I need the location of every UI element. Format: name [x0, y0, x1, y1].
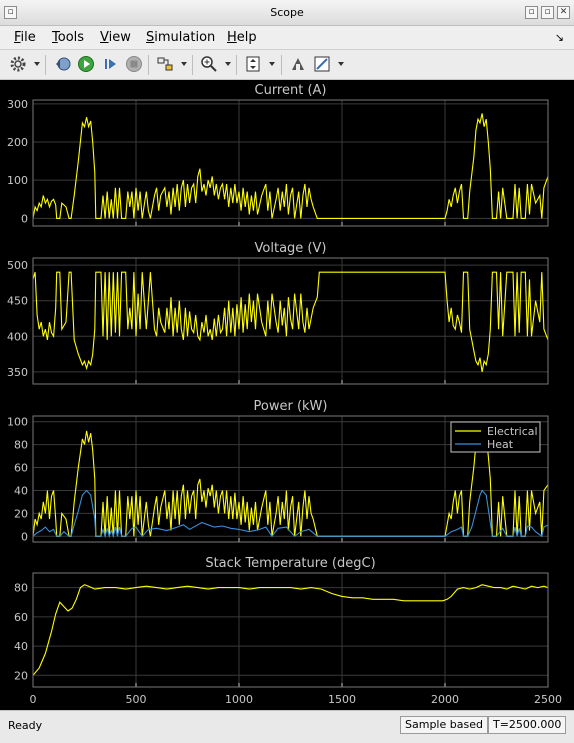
temperature-xtick-label: 0: [30, 693, 37, 706]
window-title: Scope: [270, 6, 304, 19]
voltage-axes-frame: [32, 257, 549, 385]
restore-icon[interactable]: [53, 54, 73, 74]
run-icon[interactable]: [76, 54, 96, 74]
current-series-line: [32, 113, 549, 219]
temperature-xtick-label: 500: [126, 693, 147, 706]
voltage-series-line: [32, 271, 549, 373]
status-ready: Ready: [8, 719, 43, 732]
power-series-heat: [32, 489, 549, 539]
temperature-series-line: [32, 584, 549, 676]
menu-bar: File Tools View Simulation Help ↘: [0, 26, 574, 50]
power-ytick-label: 80: [14, 439, 28, 452]
autoscale-dropdown-icon[interactable]: [269, 62, 275, 66]
power-ytick-label: 40: [14, 484, 28, 497]
voltage-ytick-label: 500: [7, 259, 28, 272]
title-bar: Scope ▫ ▫ ▫ ✕: [0, 0, 574, 26]
minimize-icon[interactable]: ▫: [525, 6, 538, 19]
menu-file[interactable]: File: [14, 30, 36, 45]
current-plot-title: Current (A): [255, 83, 327, 98]
step-forward-icon[interactable]: [101, 54, 121, 74]
undock-icon[interactable]: ↘: [554, 31, 564, 44]
settings-icon[interactable]: [8, 54, 28, 74]
stop-icon[interactable]: [124, 54, 144, 74]
close-icon[interactable]: ✕: [557, 6, 570, 19]
voltage-ytick-label: 400: [7, 330, 28, 343]
temperature-ytick-label: 60: [14, 611, 28, 624]
current-ytick-label: 200: [7, 136, 28, 149]
power-ytick-label: 100: [7, 416, 28, 429]
voltage-ytick-label: 450: [7, 295, 28, 308]
temperature-xtick-label: 1500: [328, 693, 356, 706]
settings-dropdown-icon[interactable]: [34, 62, 40, 66]
status-bar: Ready Sample based T=2500.000: [0, 710, 574, 743]
power-plot-title: Power (kW): [254, 399, 328, 414]
current-ytick-label: 0: [21, 212, 28, 225]
temperature-ytick-label: 80: [14, 582, 28, 595]
current-ytick-label: 300: [7, 98, 28, 111]
temperature-ytick-label: 20: [14, 669, 28, 682]
power-ytick-label: 60: [14, 462, 28, 475]
power-legend: [450, 421, 541, 453]
toolbar: [0, 50, 574, 80]
voltage-ytick-label: 350: [7, 366, 28, 379]
simulation-time: T=2500.000: [488, 716, 566, 734]
maximize-icon[interactable]: ▫: [541, 6, 554, 19]
menu-tools[interactable]: Tools: [52, 30, 85, 45]
layout-icon[interactable]: [312, 54, 332, 74]
current-axes-frame: [32, 99, 549, 227]
zoom-icon[interactable]: [199, 54, 219, 74]
voltage-plot-title: Voltage (V): [255, 241, 327, 256]
layout-dropdown-icon[interactable]: [338, 62, 344, 66]
power-ytick-label: 20: [14, 507, 28, 520]
temperature-axes-frame: [32, 572, 549, 688]
legend-label-heat: Heat: [487, 438, 514, 451]
power-axes-frame: [32, 415, 549, 543]
power-ytick-label: 0: [21, 530, 28, 543]
menu-help[interactable]: Help: [227, 30, 257, 45]
temperature-ytick-label: 40: [14, 640, 28, 653]
sample-mode: Sample based: [400, 716, 488, 734]
temperature-xtick-label: 2000: [431, 693, 459, 706]
menu-view[interactable]: View: [100, 30, 131, 45]
current-ytick-label: 100: [7, 174, 28, 187]
temperature-plot-title: Stack Temperature (degC): [205, 556, 375, 571]
temperature-xtick-label: 2500: [534, 693, 562, 706]
legend-label-electrical: Electrical: [487, 425, 538, 438]
menu-simulation[interactable]: Simulation: [146, 30, 216, 45]
zoom-dropdown-icon[interactable]: [225, 62, 231, 66]
temperature-xtick-label: 1000: [225, 693, 253, 706]
autoscale-icon[interactable]: [243, 54, 263, 74]
highlight-dropdown-icon[interactable]: [181, 62, 187, 66]
window-menu-icon[interactable]: ▫: [4, 6, 17, 19]
scope-display: Current (A) 0 100 200 300 Voltage (V) 350 400 45…: [0, 80, 574, 710]
style-icon[interactable]: [288, 54, 308, 74]
highlight-block-icon[interactable]: [155, 54, 175, 74]
